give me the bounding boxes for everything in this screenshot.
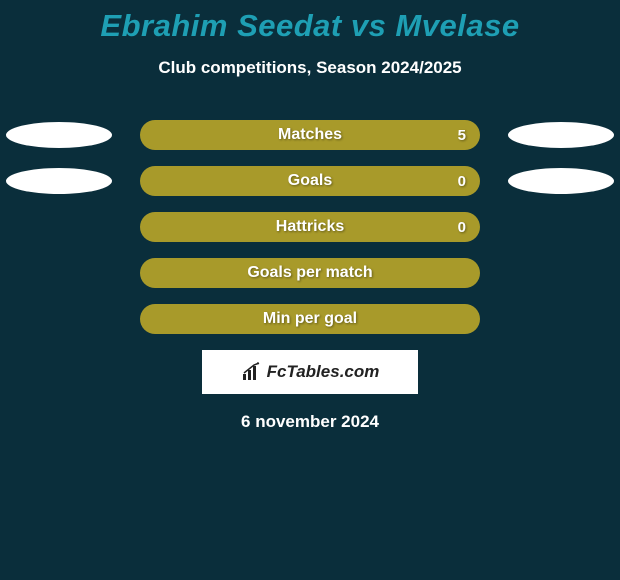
- stat-value: 0: [458, 219, 466, 236]
- chart-icon: [241, 362, 263, 382]
- stat-label: Goals: [288, 172, 332, 190]
- stat-row-goals: Goals 0: [0, 166, 620, 196]
- stat-value: 0: [458, 173, 466, 190]
- stat-bar: Goals 0: [140, 166, 480, 196]
- stat-label: Hattricks: [276, 218, 344, 236]
- stat-label: Goals per match: [247, 264, 372, 282]
- stat-row-hattricks: Hattricks 0: [0, 212, 620, 242]
- stat-row-min-per-goal: Min per goal: [0, 304, 620, 334]
- stat-bar: Goals per match: [140, 258, 480, 288]
- stat-label: Min per goal: [263, 310, 357, 328]
- left-pill: [6, 168, 112, 194]
- stat-label: Matches: [278, 126, 342, 144]
- stat-bar: Hattricks 0: [140, 212, 480, 242]
- date-label: 6 november 2024: [0, 412, 620, 432]
- right-pill: [508, 168, 614, 194]
- source-badge: FcTables.com: [202, 350, 418, 394]
- stat-row-goals-per-match: Goals per match: [0, 258, 620, 288]
- page-title: Ebrahim Seedat vs Mvelase: [0, 0, 620, 44]
- stat-value: 5: [458, 127, 466, 144]
- stat-bar: Matches 5: [140, 120, 480, 150]
- stat-bar: Min per goal: [140, 304, 480, 334]
- subtitle: Club competitions, Season 2024/2025: [0, 58, 620, 78]
- badge-text: FcTables.com: [267, 362, 380, 382]
- stat-rows: Matches 5 Goals 0 Hattricks 0 Goals per …: [0, 120, 620, 334]
- left-pill: [6, 122, 112, 148]
- stat-row-matches: Matches 5: [0, 120, 620, 150]
- comparison-infographic: Ebrahim Seedat vs Mvelase Club competiti…: [0, 0, 620, 580]
- right-pill: [508, 122, 614, 148]
